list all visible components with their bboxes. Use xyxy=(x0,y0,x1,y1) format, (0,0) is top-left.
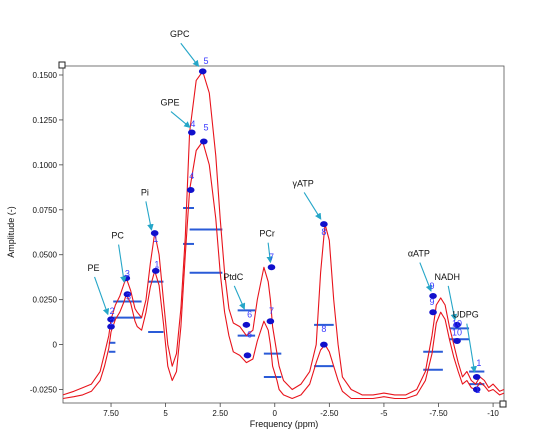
metabolite-arrow xyxy=(447,285,458,321)
peak-markers xyxy=(107,68,481,393)
peak-marker xyxy=(453,337,461,344)
x-tick-label: -2.50 xyxy=(320,409,339,418)
metabolite-label: PtdC xyxy=(223,272,244,282)
peak-number: 5 xyxy=(203,123,208,133)
spectrum-line-2 xyxy=(62,140,505,400)
peak-number: 1 xyxy=(475,385,480,395)
peak-number: 7 xyxy=(269,252,274,262)
peak-marker xyxy=(123,291,132,298)
y-tick-label: 0.1500 xyxy=(33,71,58,80)
peak-marker xyxy=(429,293,437,300)
metabolite-arrow xyxy=(145,201,154,231)
metabolite-label: PCr xyxy=(259,229,275,239)
peak-number: 1 xyxy=(476,358,481,368)
y-tick-label: 0.0500 xyxy=(33,251,58,260)
peak-marker xyxy=(107,316,115,323)
peak-marker xyxy=(107,323,115,330)
metabolite-arrow xyxy=(118,244,127,283)
x-tick-label: -5 xyxy=(380,409,388,418)
metabolite-label: γATP xyxy=(292,178,313,188)
y-tick-label: 0.0250 xyxy=(33,296,58,305)
peak-number: 10 xyxy=(452,328,462,338)
peak-marker xyxy=(320,221,328,228)
peak-marker xyxy=(472,373,481,380)
metabolite-arrow xyxy=(419,262,433,292)
peak-number: 8 xyxy=(321,324,326,334)
peak-number: 10 xyxy=(452,319,462,329)
peak-number: 1 xyxy=(153,234,158,244)
metabolite-label: GPE xyxy=(160,98,179,108)
metabolite-label: PE xyxy=(88,263,100,273)
axis-corner-handle-right[interactable] xyxy=(499,400,507,408)
peak-number: 4 xyxy=(189,171,194,181)
peak-marker xyxy=(186,187,195,194)
y-axis: 0.1500 0.1250 0.1000 0.0750 0.0500 0.0250 0 -0.… xyxy=(30,71,63,395)
peak-number: 6 xyxy=(247,329,252,339)
x-tick-label: -10 xyxy=(487,409,499,418)
y-tick-label: 0 xyxy=(53,341,58,350)
metabolite-label: UDPG xyxy=(453,310,479,320)
x-tick-label: -7.50 xyxy=(429,409,448,418)
y-tick-label: 0.1000 xyxy=(33,161,58,170)
x-tick-label: 0 xyxy=(273,409,278,418)
metabolite-arrow xyxy=(233,285,246,310)
peak-number: 2 xyxy=(110,306,115,316)
peak-number: 8 xyxy=(321,227,326,237)
y-tick-label: -0.0250 xyxy=(30,386,58,395)
peak-annotations: PE PC Pi GPE GPC PtdC PCr γATP αATP NADH UDPG xyxy=(88,29,479,373)
peak-marker xyxy=(242,321,251,328)
x-axis: 7.50 5 2.50 0 -2.50 -5 -7.50 -10 xyxy=(103,403,499,418)
y-tick-label: 0.1250 xyxy=(33,116,58,125)
metabolite-arrow xyxy=(466,323,477,373)
x-axis-title: Frequency (ppm) xyxy=(250,419,319,429)
peak-marker xyxy=(200,138,208,145)
metabolite-arrow xyxy=(266,242,274,264)
peak-marker xyxy=(243,352,252,359)
peak-marker xyxy=(320,341,328,348)
peak-number: 4 xyxy=(190,119,195,129)
peak-marker xyxy=(267,264,276,271)
metabolite-label: NADH xyxy=(434,272,460,282)
peak-number: 9 xyxy=(429,297,434,307)
peak-marker xyxy=(150,230,159,237)
spectrum-series xyxy=(62,70,505,400)
x-tick-label: 5 xyxy=(163,409,168,418)
metabolite-arrow xyxy=(180,42,200,68)
peak-number: 9 xyxy=(429,281,434,291)
peak-marker xyxy=(188,129,196,136)
peak-number: 6 xyxy=(247,310,252,320)
peak-number: 3 xyxy=(125,268,130,278)
peak-number: 3 xyxy=(126,292,131,302)
metabolite-arrow xyxy=(303,192,322,220)
x-tick-label: 7.50 xyxy=(103,409,119,418)
peak-number: 7 xyxy=(269,306,274,316)
peak-marker xyxy=(198,68,207,75)
x-tick-label: 2.50 xyxy=(212,409,228,418)
metabolite-arrow xyxy=(94,276,110,316)
plot-frame xyxy=(62,65,505,404)
peak-number: 2 xyxy=(110,317,115,327)
peak-marker xyxy=(453,321,461,328)
y-axis-title: Amplitude (-) xyxy=(6,206,16,258)
axis-corner-handle-top[interactable] xyxy=(58,61,66,69)
metabolite-arrow xyxy=(170,111,191,128)
peak-number: 1 xyxy=(154,259,159,269)
peak-number: 5 xyxy=(203,56,208,66)
peak-marker xyxy=(472,386,481,393)
metabolite-label: PC xyxy=(111,231,124,241)
metabolite-label: Pi xyxy=(141,187,149,197)
y-tick-label: 0.0750 xyxy=(33,206,58,215)
peak-marker xyxy=(266,318,275,325)
metabolite-label: GPC xyxy=(170,29,190,39)
peak-marker xyxy=(429,309,437,316)
metabolite-label: αATP xyxy=(408,249,430,259)
peak-marker xyxy=(151,267,160,274)
spectrum-line-1 xyxy=(62,70,505,396)
